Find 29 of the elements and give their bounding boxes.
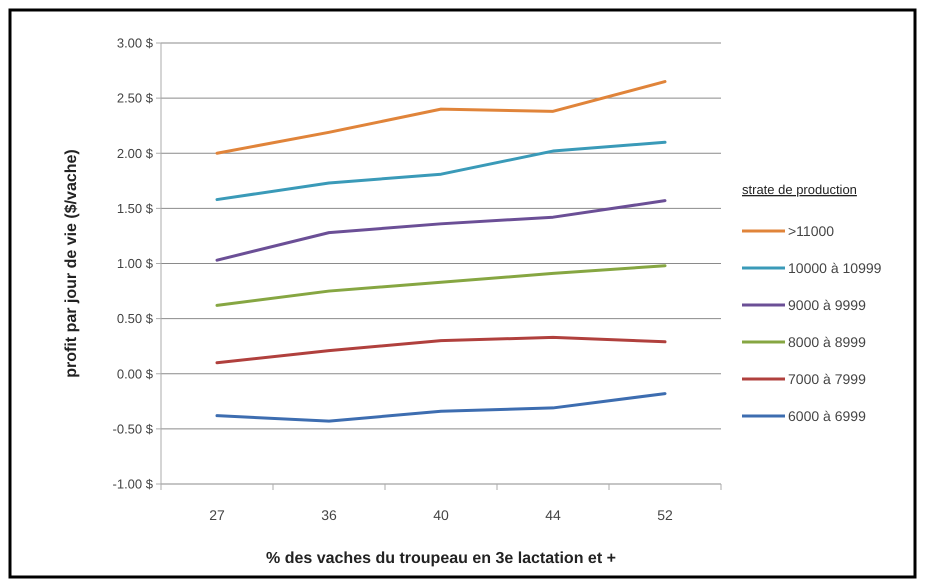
line-series bbox=[216, 264, 666, 307]
line-series bbox=[216, 80, 666, 155]
legend-label: 6000 à 6999 bbox=[788, 408, 866, 424]
y-tick-label: 2.50 $ bbox=[116, 90, 154, 106]
legend-label: >11000 bbox=[788, 222, 834, 239]
y-tick-label: 2.00 $ bbox=[116, 146, 154, 161]
x-tick-label: 52 bbox=[657, 507, 673, 523]
y-tick-label: 0.50 $ bbox=[116, 311, 154, 326]
legend-title: strate de production bbox=[742, 182, 857, 197]
line-series bbox=[216, 199, 666, 262]
line-series bbox=[216, 336, 666, 364]
y-tick-label: -1.00 $ bbox=[112, 476, 154, 492]
y-tick-label: 3.00 $ bbox=[116, 36, 154, 51]
y-tick-label: 1.00 $ bbox=[116, 256, 154, 272]
legend-label: 9000 à 9999 bbox=[788, 296, 866, 313]
legend-label: 8000 à 8999 bbox=[788, 334, 866, 350]
x-tick-label: 27 bbox=[209, 507, 225, 523]
x-tick-label: 40 bbox=[433, 507, 449, 523]
y-axis-title: profit par jour de vie ($/vache) bbox=[63, 149, 80, 378]
y-tick-label: 1.50 $ bbox=[116, 200, 154, 216]
x-axis-title: % des vaches du troupeau en 3e lactation et + bbox=[266, 550, 616, 567]
line-series bbox=[216, 140, 666, 202]
line-series bbox=[216, 392, 666, 423]
x-tick-label: 36 bbox=[321, 507, 337, 523]
y-tick-label: -0.50 $ bbox=[112, 421, 154, 436]
x-tick-label: 44 bbox=[545, 507, 561, 523]
legend-label: 7000 à 7999 bbox=[788, 370, 866, 387]
y-tick-label: 0.00 $ bbox=[116, 366, 154, 382]
legend-label: 10000 à 10999 bbox=[788, 260, 882, 276]
